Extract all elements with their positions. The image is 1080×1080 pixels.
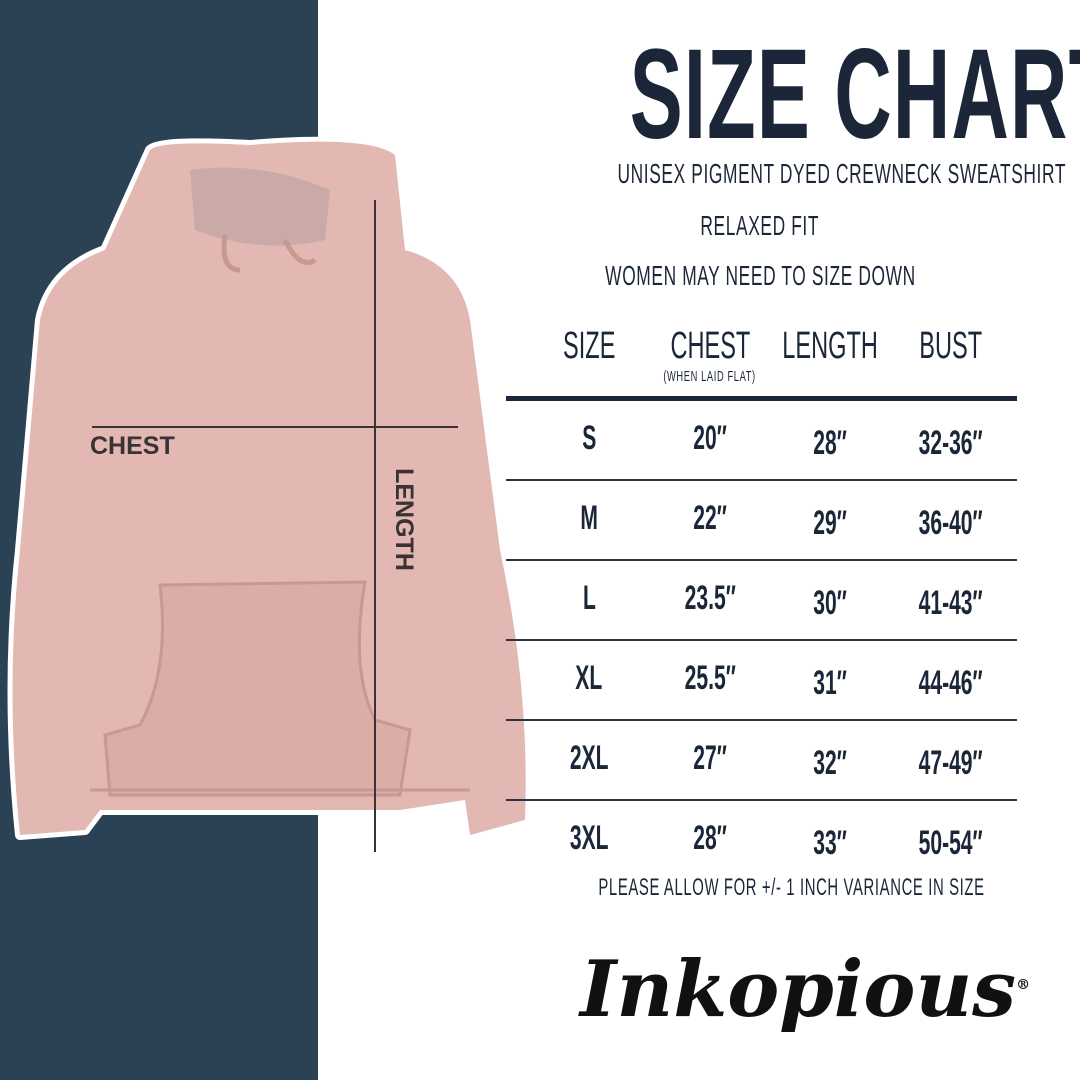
cell-text: 27″ [693, 739, 727, 777]
cell-text: L [582, 579, 596, 617]
cell-size: XL [509, 658, 669, 698]
cell-chest: 28″ [630, 818, 790, 858]
footnote: PLEASE ALLOW FOR +/- 1 INCH VARIANCE IN … [598, 874, 985, 901]
cell-text: 44-46″ [918, 664, 984, 702]
cell-size: 3XL [509, 818, 669, 858]
cell-text: 32″ [813, 744, 847, 782]
cell-text: 41-43″ [918, 584, 984, 622]
cell-size: M [509, 498, 669, 538]
page-title: SIZE CHART [629, 23, 1080, 166]
header-bust: BUST [919, 325, 983, 367]
cell-text: 20″ [693, 419, 727, 457]
cell-text: 36-40″ [918, 504, 984, 542]
cell-bust: 41-43″ [871, 583, 1031, 623]
cell-length: 28″ [750, 423, 910, 463]
subtitle-fit: RELAXED FIT [700, 210, 820, 241]
cell-length: 33″ [750, 823, 910, 863]
cell-length: 31″ [750, 663, 910, 703]
cell-bust: 47-49″ [871, 743, 1031, 783]
hoodie-photo [7, 136, 531, 852]
cell-size: 2XL [509, 738, 669, 778]
cell-length: 29″ [750, 503, 910, 543]
cell-text: 28″ [693, 819, 727, 857]
cell-text: 47-49″ [918, 744, 984, 782]
chest-note: (WHEN LAID FLAT) [663, 368, 757, 385]
cell-text: 30″ [813, 584, 847, 622]
row-divider [506, 559, 1017, 561]
cell-chest: 25.5″ [630, 658, 790, 698]
cell-chest: 27″ [630, 738, 790, 778]
cell-text: M [580, 499, 598, 537]
length-measure-label: LENGTH [389, 468, 418, 571]
cell-text: 32-36″ [918, 424, 984, 462]
chest-measure-label: CHEST [90, 432, 175, 460]
header-rule [506, 396, 1017, 401]
cell-chest: 20″ [630, 418, 790, 458]
cell-text: 2XL [569, 739, 609, 777]
cell-text: XL [575, 659, 603, 697]
header-size: SIZE [562, 325, 616, 367]
cell-text: S [581, 419, 597, 457]
cell-length: 32″ [750, 743, 910, 783]
row-divider [506, 639, 1017, 641]
cell-size: S [509, 418, 669, 458]
subtitle-sizing-note: WOMEN MAY NEED TO SIZE DOWN [604, 260, 916, 291]
subtitle-product: UNISEX PIGMENT DYED CREWNECK SWEATSHIRT [617, 158, 1067, 189]
cell-text: 33″ [813, 824, 847, 862]
cell-chest: 23.5″ [630, 578, 790, 618]
cell-text: 31″ [813, 664, 847, 702]
header-chest: CHEST [670, 325, 750, 367]
cell-text: 25.5″ [684, 659, 736, 697]
cell-length: 30″ [750, 583, 910, 623]
cell-bust: 44-46″ [871, 663, 1031, 703]
cell-size: L [509, 578, 669, 618]
cell-text: 29″ [813, 504, 847, 542]
cell-bust: 36-40″ [871, 503, 1031, 543]
header-length: LENGTH [782, 325, 878, 367]
cell-text: 3XL [569, 819, 609, 857]
brand-logo: Inkopious® [580, 944, 1031, 1035]
cell-bust: 50-54″ [871, 823, 1031, 863]
cell-text: 22″ [693, 499, 727, 537]
row-divider [506, 719, 1017, 721]
row-divider [506, 479, 1017, 481]
cell-chest: 22″ [630, 498, 790, 538]
cell-bust: 32-36″ [871, 423, 1031, 463]
row-divider [506, 799, 1017, 801]
cell-text: 50-54″ [918, 824, 984, 862]
cell-text: 23.5″ [684, 579, 736, 617]
cell-text: 28″ [813, 424, 847, 462]
